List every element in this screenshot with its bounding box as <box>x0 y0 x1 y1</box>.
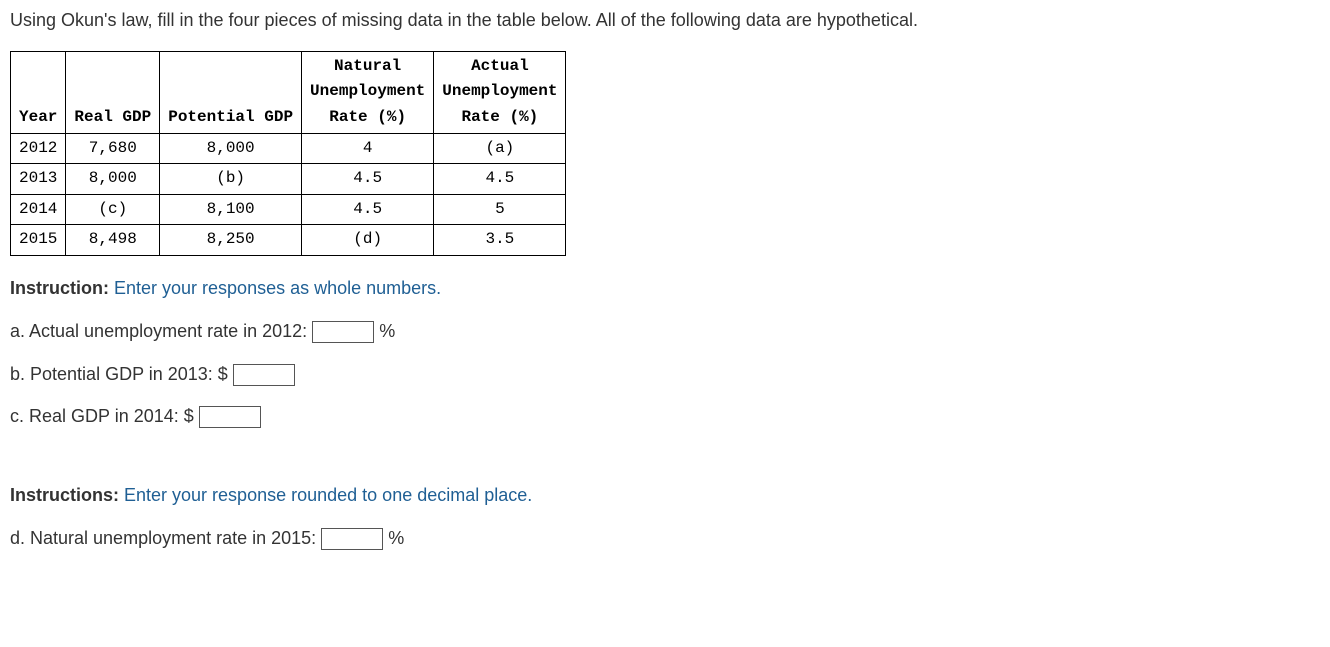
cell: 7,680 <box>66 133 160 164</box>
question-c-text: c. Real GDP in 2014: $ <box>10 406 199 426</box>
cell: 8,000 <box>66 164 160 195</box>
cell: 4.5 <box>302 164 434 195</box>
cell: 2012 <box>11 133 66 164</box>
instruction-label: Instruction: <box>10 278 109 298</box>
question-d-text: d. Natural unemployment rate in 2015: <box>10 528 321 548</box>
cell: 5 <box>434 194 566 225</box>
cell: 8,250 <box>160 225 302 256</box>
question-b-text: b. Potential GDP in 2013: $ <box>10 364 233 384</box>
question-b: b. Potential GDP in 2013: $ <box>10 360 1320 389</box>
instruction-text: Enter your response rounded to one decim… <box>119 485 532 505</box>
table-row: 2015 8,498 8,250 (d) 3.5 <box>11 225 566 256</box>
data-table: Year Real GDP Potential GDP Natural Unem… <box>10 51 566 256</box>
answer-d-input[interactable] <box>321 528 383 550</box>
col-year: Year <box>11 51 66 133</box>
col-real-gdp: Real GDP <box>66 51 160 133</box>
table-row: 2012 7,680 8,000 4 (a) <box>11 133 566 164</box>
table-row: 2013 8,000 (b) 4.5 4.5 <box>11 164 566 195</box>
cell: 3.5 <box>434 225 566 256</box>
cell: 4 <box>302 133 434 164</box>
answer-a-input[interactable] <box>312 321 374 343</box>
question-d-suffix: % <box>388 528 404 548</box>
cell: 8,000 <box>160 133 302 164</box>
question-d: d. Natural unemployment rate in 2015: % <box>10 524 1320 553</box>
cell: (b) <box>160 164 302 195</box>
cell: (c) <box>66 194 160 225</box>
cell: 2015 <box>11 225 66 256</box>
instruction-text: Enter your responses as whole numbers. <box>109 278 441 298</box>
col-nat-unemp: Natural Unemployment Rate (%) <box>302 51 434 133</box>
col-pot-gdp: Potential GDP <box>160 51 302 133</box>
instruction-one-decimal: Instructions: Enter your response rounde… <box>10 481 1320 510</box>
instruction-label: Instructions: <box>10 485 119 505</box>
question-a-text: a. Actual unemployment rate in 2012: <box>10 321 312 341</box>
answer-c-input[interactable] <box>199 406 261 428</box>
instruction-whole-numbers: Instruction: Enter your responses as who… <box>10 274 1320 303</box>
col-act-unemp: Actual Unemployment Rate (%) <box>434 51 566 133</box>
question-c: c. Real GDP in 2014: $ <box>10 402 1320 431</box>
cell: 4.5 <box>302 194 434 225</box>
cell: 8,100 <box>160 194 302 225</box>
question-a: a. Actual unemployment rate in 2012: % <box>10 317 1320 346</box>
cell: 8,498 <box>66 225 160 256</box>
table-header-row: Year Real GDP Potential GDP Natural Unem… <box>11 51 566 133</box>
cell: (d) <box>302 225 434 256</box>
question-a-suffix: % <box>379 321 395 341</box>
answer-b-input[interactable] <box>233 364 295 386</box>
cell: 2013 <box>11 164 66 195</box>
cell: 4.5 <box>434 164 566 195</box>
question-prompt: Using Okun's law, fill in the four piece… <box>10 6 1320 35</box>
cell: (a) <box>434 133 566 164</box>
table-row: 2014 (c) 8,100 4.5 5 <box>11 194 566 225</box>
cell: 2014 <box>11 194 66 225</box>
